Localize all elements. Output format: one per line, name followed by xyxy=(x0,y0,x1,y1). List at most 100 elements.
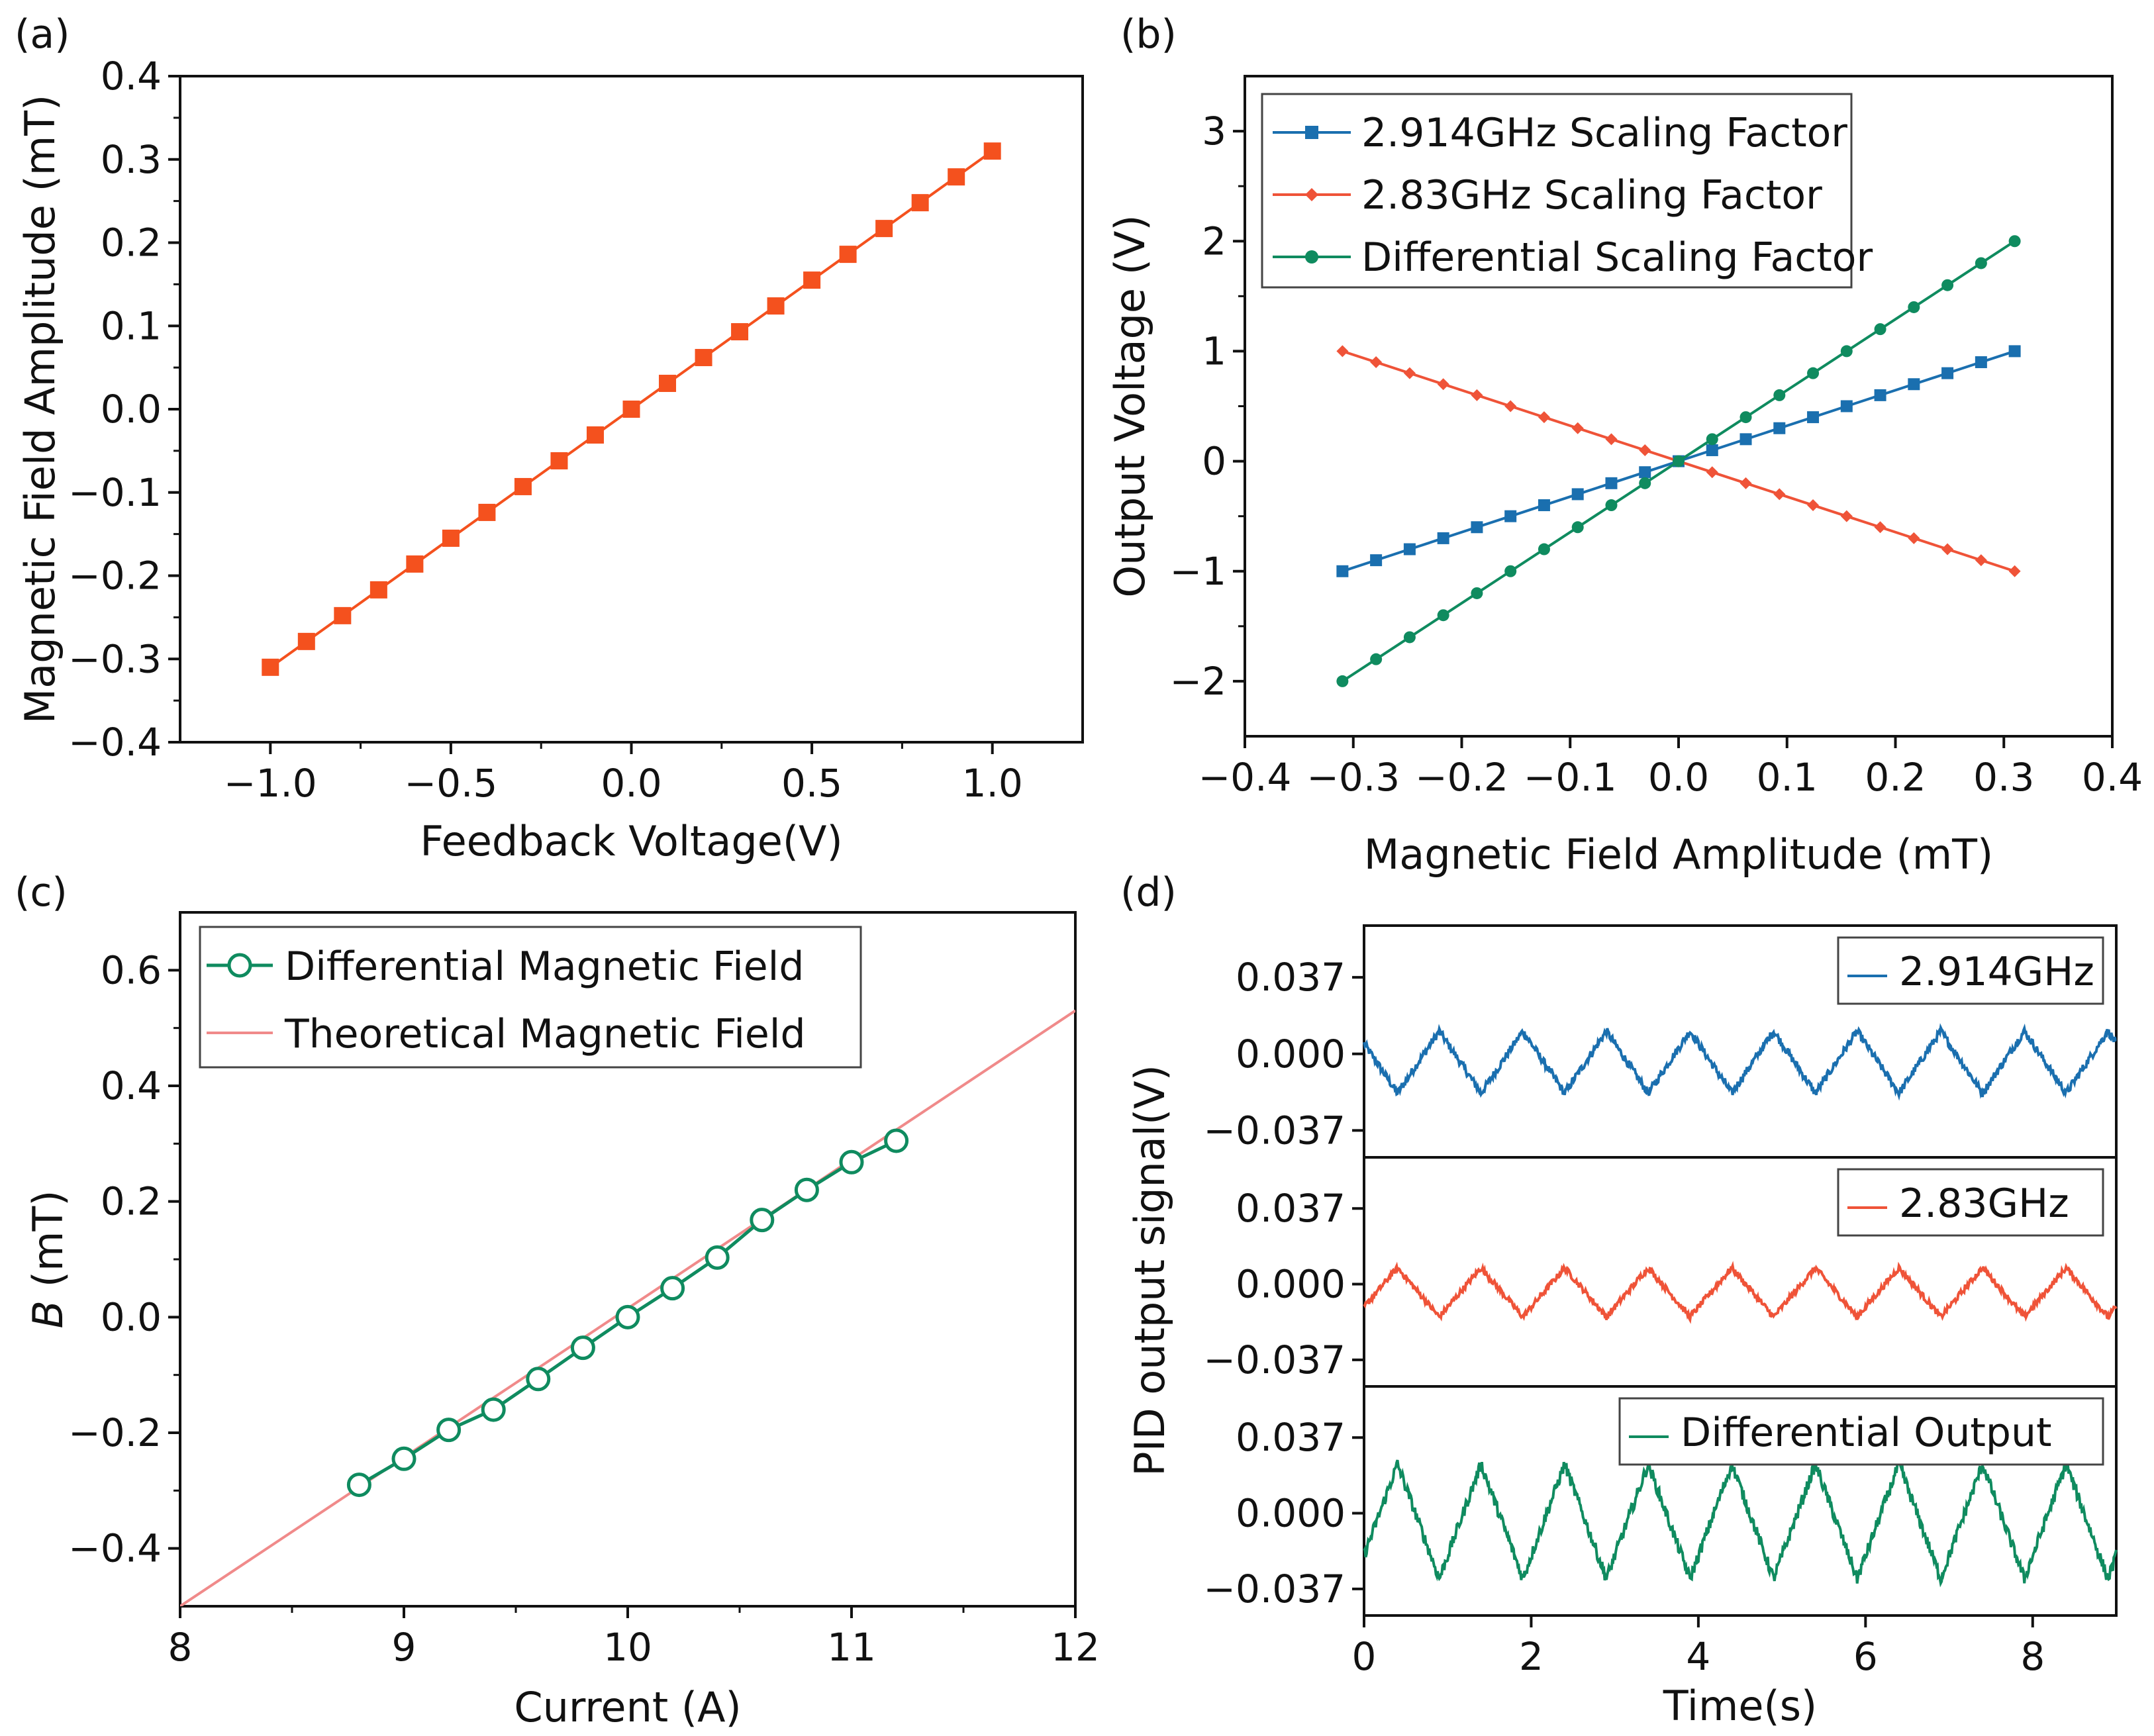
data-point xyxy=(586,426,604,444)
y-tick-label: 0.4 xyxy=(101,54,162,99)
data-point xyxy=(391,1446,416,1471)
y-tick-label: −0.2 xyxy=(68,1410,162,1455)
y-tick-label: 3 xyxy=(1202,109,1226,154)
data-point xyxy=(839,1149,864,1175)
y-tick-label: 0.0 xyxy=(101,387,162,432)
data-point xyxy=(803,271,821,289)
data-point xyxy=(1336,675,1349,687)
y-tick-label: 0.037 xyxy=(1236,1186,1346,1231)
data-point xyxy=(1336,565,1349,577)
signal-trace xyxy=(1363,1458,2118,1588)
data-point xyxy=(436,1418,462,1443)
data-point xyxy=(1504,400,1517,412)
data-point xyxy=(660,1276,685,1301)
panel-label: (b) xyxy=(1120,11,1177,58)
data-point xyxy=(1370,356,1383,369)
data-point xyxy=(1504,510,1517,522)
x-tick-label: 0 xyxy=(1352,1634,1377,1679)
x-tick-label: 2 xyxy=(1519,1634,1543,1679)
x-axis-label: Current (A) xyxy=(514,1683,741,1731)
y-tick-label: 0.000 xyxy=(1236,1491,1346,1536)
data-point xyxy=(478,503,496,521)
panel-label: (d) xyxy=(1120,869,1177,916)
y-tick-label: 0.000 xyxy=(1236,1262,1346,1307)
data-point xyxy=(1807,411,1820,424)
data-point xyxy=(1605,477,1618,489)
x-tick-label: −1.0 xyxy=(224,761,317,806)
legend-marker xyxy=(1305,188,1318,201)
data-point xyxy=(839,246,857,264)
data-point xyxy=(1370,653,1383,665)
data-point xyxy=(1941,279,1954,291)
data-point xyxy=(1773,389,1786,401)
data-point xyxy=(1739,411,1752,424)
data-point xyxy=(2008,565,2021,577)
y-tick-label: 0 xyxy=(1202,439,1226,484)
data-point xyxy=(794,1177,819,1202)
data-point xyxy=(514,477,532,495)
chart-panel-b: (b) −0.4 −0.3 −0.2 −0.1 0.0 0.1 0.2 0.3 0.4 −2 −1 0 1… xyxy=(1106,11,2143,879)
data-point xyxy=(550,452,568,469)
legend-marker xyxy=(227,953,252,978)
x-tick-label: 0.0 xyxy=(601,761,661,806)
data-point xyxy=(983,142,1001,160)
data-point xyxy=(1471,521,1483,534)
x-tick-label: 0.1 xyxy=(1757,755,1818,800)
data-point xyxy=(1639,477,1651,489)
x-tick-label: −0.2 xyxy=(1415,755,1508,800)
y-tick-label: 0.2 xyxy=(101,220,162,265)
data-point xyxy=(705,1245,730,1270)
x-tick-label: 4 xyxy=(1686,1634,1710,1679)
data-point xyxy=(695,349,712,367)
x-tick-label: 9 xyxy=(392,1625,416,1670)
chart-panel-d: (d) PID output signal(V) Time(s) −0.037 0.00… xyxy=(1120,869,2118,1730)
data-point xyxy=(1571,422,1584,434)
data-point xyxy=(481,1397,506,1422)
legend-label: Differential Scaling Factor xyxy=(1361,234,1873,281)
legend-marker xyxy=(1305,126,1318,139)
data-point xyxy=(659,375,677,393)
data-point xyxy=(442,529,460,547)
data-point xyxy=(1739,477,1752,489)
data-point xyxy=(526,1367,551,1392)
data-point xyxy=(884,1128,909,1153)
legend-box xyxy=(1261,93,1853,289)
data-point xyxy=(369,581,387,599)
data-point xyxy=(1706,433,1718,446)
data-point xyxy=(1437,378,1449,391)
y-tick-label: −0.4 xyxy=(68,720,162,765)
y-tick-label: 0.0 xyxy=(101,1294,162,1339)
data-point xyxy=(1538,543,1550,555)
data-point xyxy=(1639,444,1651,456)
y-tick-label: −0.4 xyxy=(68,1526,162,1571)
data-point xyxy=(1874,323,1886,336)
data-point xyxy=(1471,587,1483,599)
x-tick-label: −0.4 xyxy=(1199,755,1292,800)
x-tick-label: 0.4 xyxy=(2082,755,2143,800)
data-point xyxy=(1840,345,1853,358)
y-axis-symbol: B xyxy=(24,1300,72,1329)
x-tick-label: 0.2 xyxy=(1865,755,1926,800)
data-point xyxy=(1840,510,1853,522)
x-tick-label: −0.5 xyxy=(404,761,497,806)
y-tick-label: −1 xyxy=(1170,549,1227,594)
data-point xyxy=(1437,532,1449,544)
y-tick-label: −0.037 xyxy=(1203,1108,1346,1153)
data-point xyxy=(1370,554,1383,567)
x-tick-label: −0.1 xyxy=(1524,755,1617,800)
y-axis-label: B (mT) xyxy=(24,1190,72,1329)
y-axis-label: PID output signal(V) xyxy=(1126,1065,1174,1476)
y-tick-label: 2 xyxy=(1202,218,1226,264)
data-point xyxy=(262,658,279,676)
data-point xyxy=(334,606,352,624)
x-tick-label: 0.5 xyxy=(781,761,842,806)
legend: Differential Output xyxy=(1618,1397,2104,1466)
data-point xyxy=(1975,356,1987,369)
data-point xyxy=(911,194,929,212)
data-point xyxy=(1975,257,1987,269)
data-point xyxy=(1571,521,1584,534)
legend-box xyxy=(1837,1168,2104,1237)
data-point xyxy=(767,297,785,315)
data-point xyxy=(1874,521,1886,534)
